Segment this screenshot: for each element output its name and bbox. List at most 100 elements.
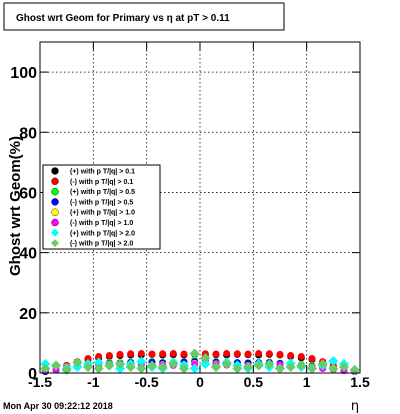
legend-label: (-) with p T/|q| > 0.1 <box>70 179 133 186</box>
data-point <box>104 360 115 371</box>
data-point <box>168 358 179 369</box>
legend-entry: (+) with p T/|q| > 0.5 <box>51 187 135 196</box>
x-tick-label: -1.5 <box>28 374 52 390</box>
x-axis-label: η <box>351 399 359 414</box>
plot-frame <box>39 41 361 374</box>
data-point <box>136 363 147 374</box>
legend-label: (+) with p T/|q| > 1.0 <box>70 210 135 217</box>
data-point <box>265 350 273 358</box>
data-point <box>159 350 167 358</box>
data-point <box>125 361 136 372</box>
y-axis-ticks: 0 20 40 60 80 100 <box>10 65 37 383</box>
legend-entry: (+) with p T/|q| > 2.0 <box>51 228 135 237</box>
data-point <box>221 358 232 369</box>
data-point <box>148 350 156 358</box>
data-point <box>200 358 211 369</box>
y-tick-label: 60 <box>19 185 37 202</box>
chart-title: Ghost wrt Geom for Primary vs η at pT > … <box>16 13 230 24</box>
data-point <box>93 357 104 368</box>
footer-timestamp: Mon Apr 30 09:22:12 2018 <box>3 401 113 411</box>
legend-entry: (-) with p T/|q| > 2.0 <box>51 239 133 248</box>
legend-label: (+) with p T/|q| > 2.0 <box>70 230 135 237</box>
data-point <box>93 363 104 374</box>
data-point <box>275 363 285 374</box>
data-point <box>61 364 72 375</box>
legend-label: (+) with p T/|q| > 0.1 <box>70 169 135 176</box>
legend-marker <box>51 167 59 175</box>
data-point <box>211 361 221 372</box>
data-point <box>287 352 295 360</box>
data-point <box>212 350 220 358</box>
legend-label: (+) with p T/|q| > 0.5 <box>70 189 135 196</box>
data-point <box>285 361 296 372</box>
x-tick-label: -1 <box>87 374 100 390</box>
data-point <box>200 352 211 363</box>
legend-label: (-) with p T/|q| > 1.0 <box>70 220 133 227</box>
data-point <box>189 363 200 374</box>
data-point <box>223 349 231 357</box>
data-point <box>296 360 307 371</box>
data-point <box>307 363 317 374</box>
x-tick-label: 0 <box>196 374 204 390</box>
data-point <box>105 352 113 360</box>
data-point <box>244 350 252 358</box>
legend-marker <box>51 218 59 227</box>
x-tick-label: 0.5 <box>244 374 264 390</box>
data-point <box>169 349 177 357</box>
legend: (+) with p T/|q| > 0.1 (-) with p T/|q| >… <box>42 164 161 250</box>
data-point <box>147 360 157 371</box>
legend-marker <box>51 228 59 237</box>
data-point <box>40 363 51 374</box>
legend-entry: (-) with p T/|q| > 1.0 <box>51 218 133 227</box>
data-point <box>276 350 284 358</box>
data-point <box>95 352 103 360</box>
legend-marker <box>51 187 59 196</box>
y-tick-label: 100 <box>10 65 37 82</box>
legend-label: (-) with p T/|q| > 0.5 <box>70 199 133 206</box>
legend-entry: (-) with p T/|q| > 0.1 <box>51 177 133 186</box>
x-tick-label: 1 <box>303 374 311 390</box>
data-point <box>137 349 145 357</box>
title-box <box>3 2 285 31</box>
data-point <box>308 355 316 363</box>
data-point <box>328 363 339 374</box>
x-axis-ticks: -1.5 -1 -0.5 0 0.5 1 1.5 <box>28 374 370 390</box>
data-point <box>127 350 135 358</box>
data-point <box>157 361 168 372</box>
data-point <box>243 361 253 372</box>
data-point <box>136 356 147 367</box>
data-point <box>116 350 124 358</box>
data-point <box>317 358 328 369</box>
data-point <box>180 350 188 358</box>
x-tick-label: 1.5 <box>350 374 370 390</box>
legend-box <box>42 164 161 250</box>
data-point <box>339 361 349 372</box>
legend-entry: (-) with p T/|q| > 0.5 <box>51 198 133 206</box>
data-point <box>83 361 93 372</box>
data-point <box>328 355 339 366</box>
y-tick-label: 40 <box>19 246 37 263</box>
series-7 <box>40 348 360 375</box>
data-point <box>255 349 263 357</box>
y-tick-label: 20 <box>19 306 37 323</box>
data-point <box>253 360 264 371</box>
data-point <box>189 348 200 359</box>
legend-marker <box>51 177 59 186</box>
data-point <box>233 350 241 358</box>
data-point <box>297 352 305 360</box>
y-tick-label: 80 <box>19 125 37 142</box>
data-point <box>72 357 83 368</box>
legend-marker <box>51 239 59 248</box>
data-point <box>51 360 61 371</box>
y-axis-label: Ghost wrt Geom(%) <box>7 136 24 276</box>
legend-entry: (+) with p T/|q| > 0.1 <box>51 167 135 176</box>
legend-marker <box>51 208 59 216</box>
x-tick-label: -0.5 <box>135 374 159 390</box>
data-point <box>349 364 360 375</box>
legend-marker <box>51 198 59 206</box>
data-point <box>232 363 243 374</box>
data-point <box>115 358 125 369</box>
data-point <box>264 358 275 369</box>
legend-label: (-) with p T/|q| > 2.0 <box>70 241 133 248</box>
